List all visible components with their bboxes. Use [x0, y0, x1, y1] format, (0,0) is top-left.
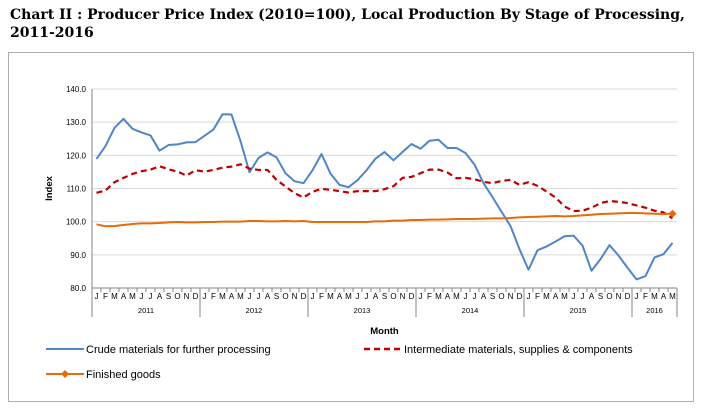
x-month-label: A	[481, 292, 487, 301]
y-tick-label: 120.0	[66, 151, 87, 160]
x-month-label: N	[292, 292, 298, 301]
x-month-label: A	[157, 292, 163, 301]
x-month-label: S	[166, 292, 171, 301]
x-month-label: M	[219, 292, 226, 301]
legend-marker	[61, 370, 69, 378]
x-month-label: F	[211, 292, 216, 301]
x-month-label: S	[598, 292, 603, 301]
y-tick-label: 130.0	[66, 118, 87, 127]
x-month-label: J	[95, 292, 99, 301]
x-month-label: M	[453, 292, 460, 301]
x-year-label: 2014	[462, 306, 479, 315]
y-tick-label: 100.0	[66, 218, 87, 227]
x-month-label: D	[517, 292, 523, 301]
x-month-label: A	[121, 292, 127, 301]
x-month-label: A	[661, 292, 667, 301]
x-month-label: J	[203, 292, 207, 301]
x-month-label: M	[129, 292, 136, 301]
x-month-label: M	[435, 292, 442, 301]
x-month-label: F	[427, 292, 432, 301]
x-month-label: F	[643, 292, 648, 301]
x-month-label: M	[669, 292, 676, 301]
x-month-label: J	[140, 292, 144, 301]
x-month-label: A	[265, 292, 271, 301]
x-month-label: A	[229, 292, 235, 301]
x-month-label: A	[337, 292, 343, 301]
x-month-label: J	[149, 292, 153, 301]
x-month-label: N	[508, 292, 514, 301]
x-year-label: 2013	[354, 306, 371, 315]
legend-label: Intermediate materials, supplies & compo…	[404, 344, 633, 356]
x-month-label: J	[419, 292, 423, 301]
x-month-label: J	[464, 292, 468, 301]
chart-heading: Chart II : Producer Price Index (2010=10…	[10, 6, 690, 42]
x-year-label: 2016	[646, 306, 663, 315]
x-month-label: N	[616, 292, 622, 301]
x-month-label: F	[535, 292, 540, 301]
x-month-label: J	[527, 292, 531, 301]
x-month-label: J	[572, 292, 576, 301]
legend-label: Crude materials for further processing	[86, 344, 271, 356]
x-month-label: O	[498, 292, 504, 301]
x-month-label: O	[390, 292, 396, 301]
y-tick-label: 110.0	[67, 185, 87, 194]
x-month-label: O	[282, 292, 288, 301]
x-month-label: M	[327, 292, 334, 301]
series-line-2	[96, 163, 674, 220]
x-month-label: J	[365, 292, 369, 301]
x-axis-title: Month	[370, 326, 399, 337]
x-month-label: M	[111, 292, 118, 301]
x-month-label: D	[193, 292, 199, 301]
x-year-label: 2015	[570, 306, 587, 315]
x-month-label: A	[373, 292, 379, 301]
x-month-label: S	[382, 292, 387, 301]
x-month-label: M	[543, 292, 550, 301]
x-year-label: 2011	[138, 306, 154, 315]
chart-title-line-2: 2011-2016	[10, 25, 94, 41]
x-month-label: O	[606, 292, 612, 301]
x-month-label: J	[248, 292, 252, 301]
x-month-label: J	[581, 292, 585, 301]
y-tick-label: 90.0	[70, 251, 86, 260]
x-month-label: A	[445, 292, 451, 301]
x-month-label: F	[103, 292, 108, 301]
x-month-label: A	[589, 292, 595, 301]
x-month-label: N	[400, 292, 406, 301]
x-month-label: S	[274, 292, 279, 301]
y-tick-label: 80.0	[70, 284, 86, 293]
x-month-label: J	[311, 292, 315, 301]
x-month-label: M	[651, 292, 658, 301]
series-end-marker	[668, 209, 677, 218]
x-month-label: D	[625, 292, 631, 301]
x-month-label: D	[301, 292, 307, 301]
y-axis-title: Index	[44, 175, 55, 201]
x-month-label: S	[490, 292, 495, 301]
x-month-label: M	[345, 292, 352, 301]
x-month-label: A	[553, 292, 559, 301]
legend-label: Finished goods	[86, 369, 161, 381]
y-tick-label: 140.0	[66, 85, 87, 94]
x-month-label: M	[561, 292, 568, 301]
x-month-label: J	[257, 292, 261, 301]
legend: Crude materials for further processing In…	[46, 344, 633, 381]
x-month-label: J	[356, 292, 360, 301]
series-line-3	[96, 212, 673, 228]
chart-title-line-1: Chart II : Producer Price Index (2010=10…	[10, 7, 685, 23]
x-month-label: J	[635, 292, 639, 301]
x-month-label: J	[473, 292, 477, 301]
x-year-label: 2012	[246, 306, 263, 315]
x-month-label: D	[409, 292, 415, 301]
chart-frame: 80.0 90.0 100.0 110.0 120.0 130.0 140.0 Index J F…	[8, 52, 694, 402]
x-month-label: N	[184, 292, 190, 301]
x-month-label: O	[174, 292, 180, 301]
series	[95, 113, 677, 281]
x-month-label: M	[237, 292, 244, 301]
x-month-label: F	[319, 292, 324, 301]
series-line-1	[95, 113, 674, 281]
